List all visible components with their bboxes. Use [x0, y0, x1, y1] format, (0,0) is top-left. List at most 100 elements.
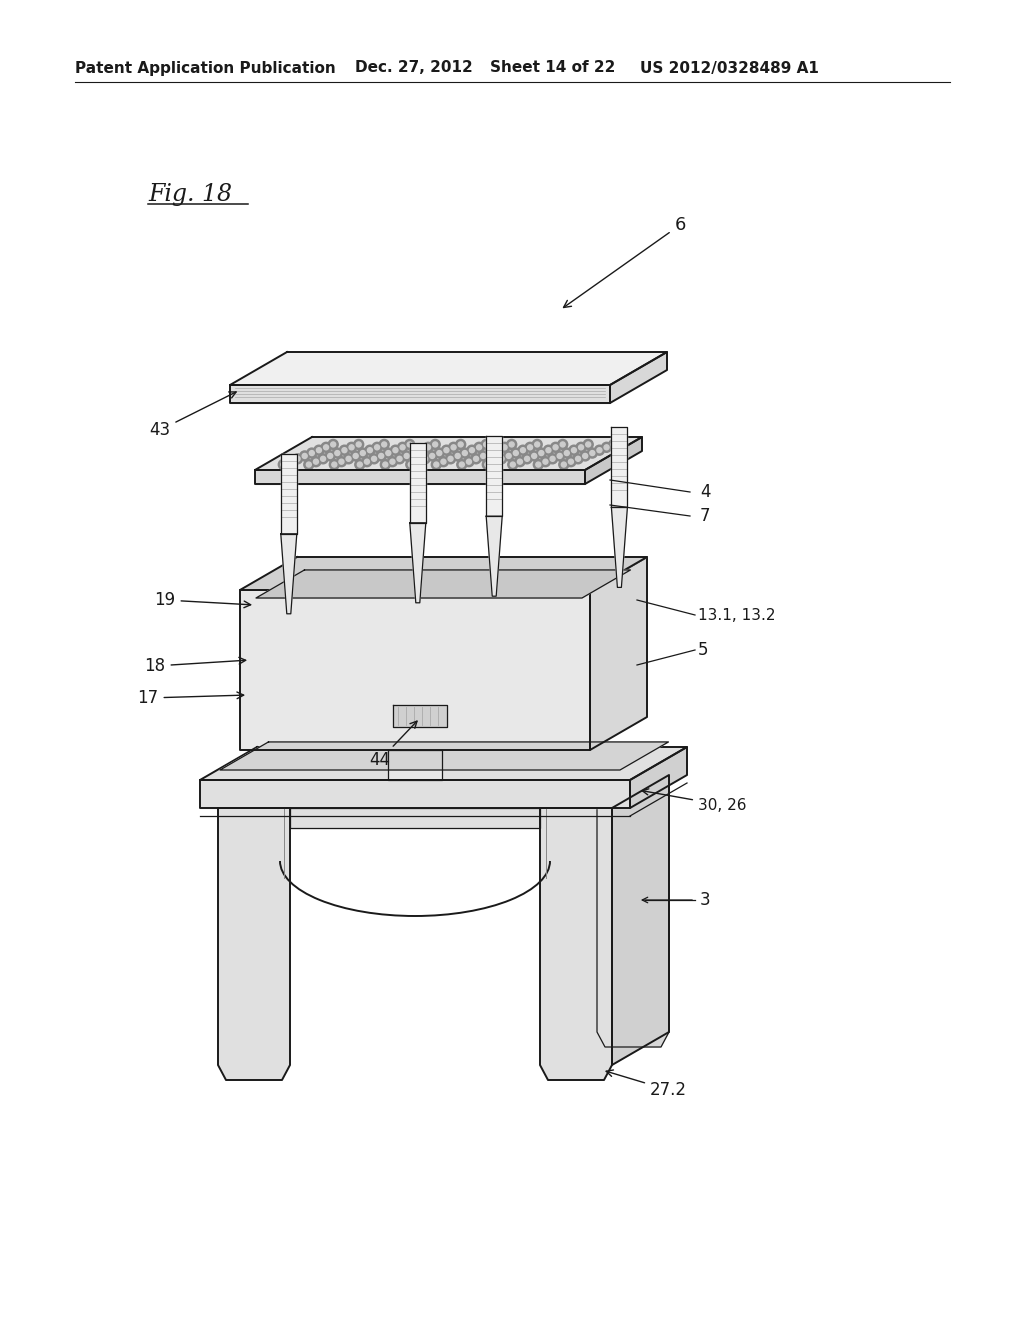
Circle shape	[357, 462, 362, 467]
Circle shape	[438, 457, 449, 467]
Polygon shape	[540, 808, 612, 1080]
Circle shape	[476, 445, 481, 450]
Circle shape	[456, 454, 460, 458]
Circle shape	[356, 442, 361, 447]
Circle shape	[383, 447, 393, 458]
Circle shape	[513, 450, 518, 455]
Circle shape	[586, 442, 591, 447]
Circle shape	[577, 442, 586, 453]
Circle shape	[300, 451, 309, 461]
Circle shape	[433, 442, 437, 447]
Text: 5: 5	[698, 642, 709, 659]
Circle shape	[487, 450, 493, 455]
Circle shape	[510, 462, 515, 467]
Circle shape	[511, 447, 521, 458]
Circle shape	[467, 459, 471, 465]
Circle shape	[522, 454, 532, 463]
Circle shape	[579, 445, 584, 450]
Circle shape	[460, 447, 470, 458]
Circle shape	[337, 457, 346, 467]
Circle shape	[508, 459, 518, 470]
Polygon shape	[220, 742, 669, 770]
Circle shape	[322, 442, 331, 453]
Circle shape	[559, 459, 568, 470]
Circle shape	[489, 457, 500, 467]
Circle shape	[590, 450, 595, 455]
Circle shape	[604, 445, 609, 450]
Circle shape	[456, 440, 466, 449]
Text: 44: 44	[370, 721, 417, 770]
Polygon shape	[200, 747, 687, 780]
Circle shape	[536, 462, 541, 467]
Polygon shape	[388, 750, 442, 780]
Circle shape	[333, 447, 342, 458]
Circle shape	[326, 451, 335, 461]
Circle shape	[304, 459, 313, 470]
Circle shape	[434, 447, 444, 458]
Circle shape	[515, 457, 525, 467]
Circle shape	[544, 445, 553, 455]
Polygon shape	[240, 590, 590, 750]
Polygon shape	[240, 557, 647, 590]
Circle shape	[427, 451, 437, 461]
Circle shape	[306, 462, 311, 467]
Circle shape	[502, 445, 507, 450]
Circle shape	[349, 445, 354, 450]
Circle shape	[473, 457, 478, 461]
Circle shape	[462, 450, 467, 455]
Circle shape	[548, 454, 557, 463]
Circle shape	[339, 445, 349, 455]
Text: 3: 3	[700, 891, 711, 909]
Circle shape	[569, 445, 579, 455]
Circle shape	[369, 454, 379, 463]
Circle shape	[397, 457, 402, 461]
Circle shape	[393, 447, 398, 453]
Circle shape	[423, 442, 433, 453]
Circle shape	[535, 442, 540, 447]
Circle shape	[430, 440, 440, 449]
Circle shape	[568, 459, 573, 465]
Circle shape	[328, 454, 333, 458]
Circle shape	[332, 462, 337, 467]
Circle shape	[286, 457, 296, 467]
Circle shape	[527, 445, 532, 450]
Circle shape	[539, 450, 544, 455]
Circle shape	[551, 442, 560, 453]
Circle shape	[532, 440, 542, 449]
Circle shape	[379, 440, 389, 449]
Circle shape	[279, 459, 289, 470]
Circle shape	[564, 450, 569, 455]
Circle shape	[608, 440, 618, 449]
Circle shape	[400, 445, 406, 450]
Circle shape	[449, 442, 459, 453]
Circle shape	[453, 451, 463, 461]
Polygon shape	[255, 437, 642, 470]
Polygon shape	[590, 557, 647, 750]
Polygon shape	[218, 808, 290, 1080]
Polygon shape	[611, 507, 628, 587]
Circle shape	[382, 442, 387, 447]
Text: Fig. 18: Fig. 18	[148, 183, 232, 206]
Circle shape	[441, 459, 445, 465]
Circle shape	[520, 447, 525, 453]
Circle shape	[517, 459, 522, 465]
Circle shape	[354, 459, 365, 470]
Circle shape	[357, 447, 368, 458]
Circle shape	[416, 445, 426, 455]
Circle shape	[581, 451, 590, 461]
Circle shape	[492, 459, 497, 465]
Circle shape	[555, 451, 564, 461]
Circle shape	[437, 450, 441, 455]
Text: Sheet 14 of 22: Sheet 14 of 22	[490, 61, 615, 75]
Circle shape	[390, 459, 395, 465]
Circle shape	[506, 454, 511, 458]
Circle shape	[368, 447, 373, 453]
Circle shape	[566, 457, 575, 467]
Circle shape	[458, 442, 463, 447]
Polygon shape	[200, 780, 630, 808]
Circle shape	[469, 447, 474, 453]
Circle shape	[409, 447, 419, 458]
Circle shape	[484, 462, 489, 467]
Circle shape	[331, 442, 336, 447]
Circle shape	[524, 457, 529, 461]
